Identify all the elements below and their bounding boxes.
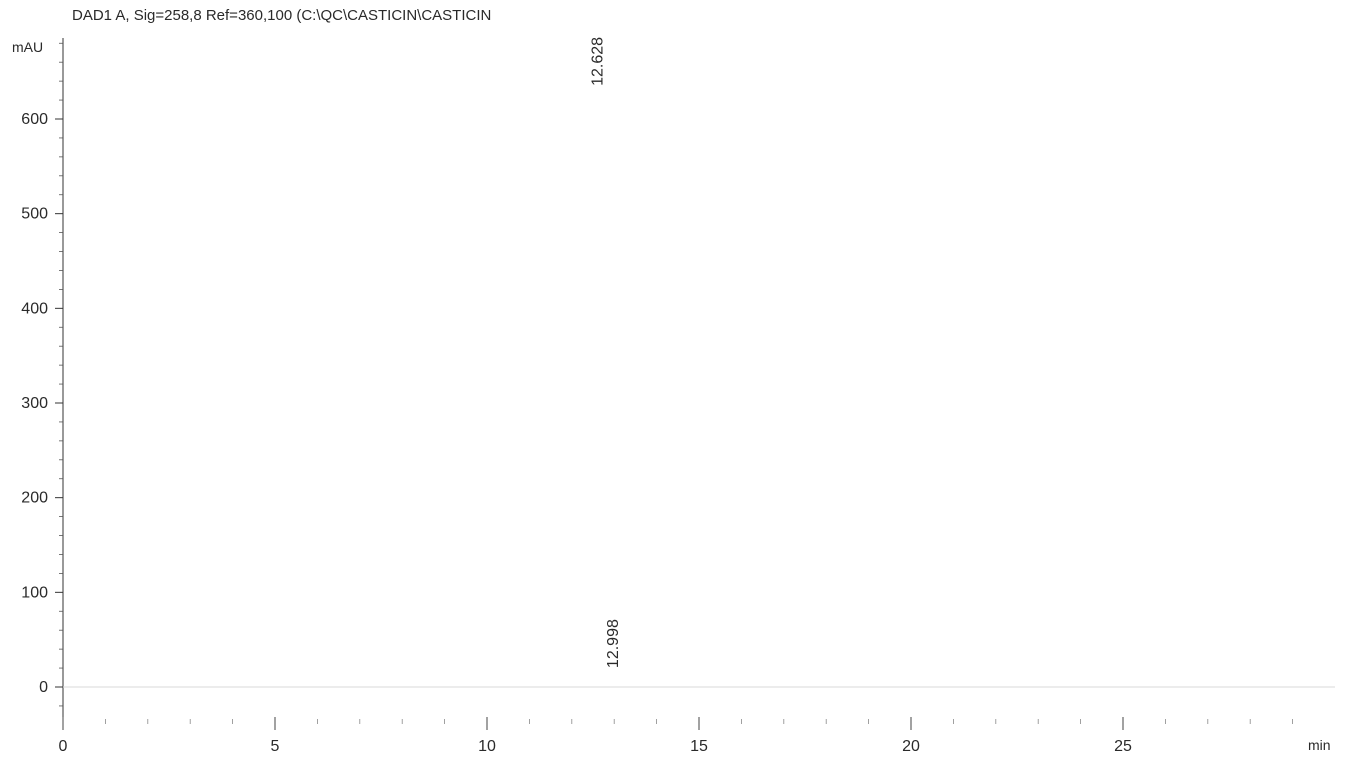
y-tick-label: 0 xyxy=(39,679,48,696)
y-tick-label: 300 xyxy=(21,395,48,412)
x-tick-label: 25 xyxy=(1114,738,1132,755)
y-tick-label: 600 xyxy=(21,111,48,128)
y-tick-label: 500 xyxy=(21,206,48,223)
chart-title: DAD1 A, Sig=258,8 Ref=360,100 (C:\QC\CAS… xyxy=(72,7,491,24)
peak-labels: 12.628 12.998 xyxy=(589,37,622,668)
x-tick-label: 5 xyxy=(271,738,280,755)
x-tick-label: 20 xyxy=(902,738,920,755)
y-axis-ticks: 0 100 200 300 400 500 600 xyxy=(21,42,63,707)
x-tick-label: 15 xyxy=(690,738,708,755)
peak-label: 12.998 xyxy=(605,619,622,668)
x-tick-label: 0 xyxy=(59,738,68,755)
x-axis-label: min xyxy=(1308,737,1331,753)
y-axis-label: mAU xyxy=(12,39,43,55)
x-axis-ticks: 0 5 10 15 20 25 xyxy=(59,717,1293,755)
y-tick-label: 100 xyxy=(21,584,48,601)
y-tick-label: 400 xyxy=(21,300,48,317)
y-tick-label: 200 xyxy=(21,490,48,507)
peak-label: 12.628 xyxy=(589,37,606,86)
x-tick-label: 10 xyxy=(478,738,496,755)
